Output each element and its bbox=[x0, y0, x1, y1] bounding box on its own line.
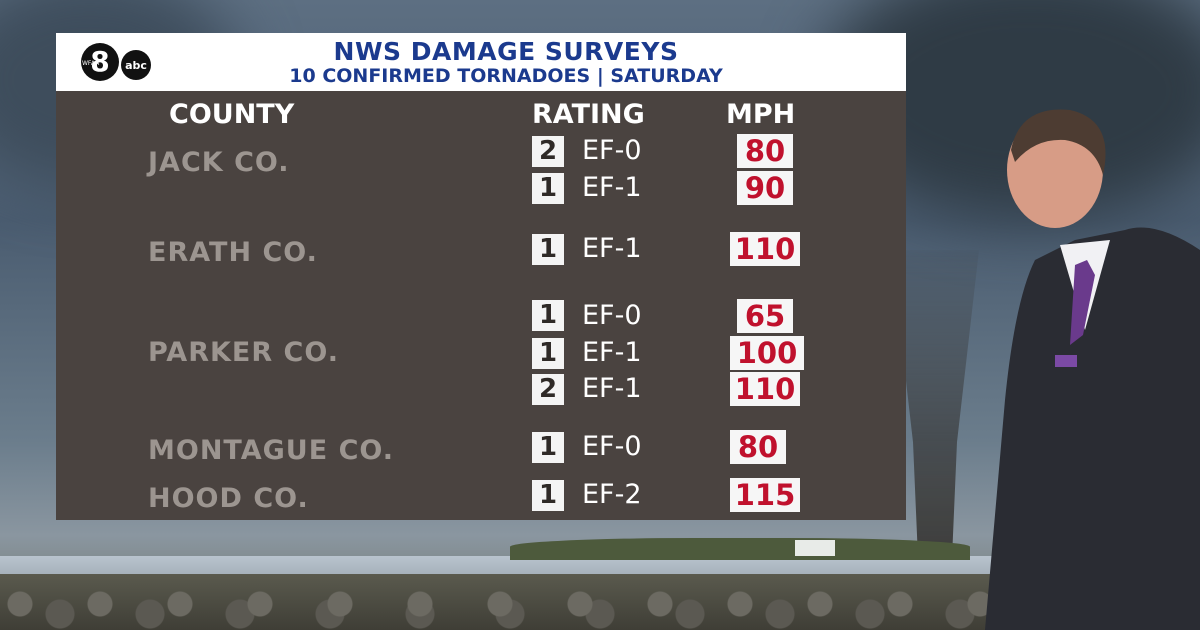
column-header-mph: MPH bbox=[726, 99, 796, 130]
panel-title: NWS DAMAGE SURVEYS bbox=[333, 37, 679, 66]
county-label: JACK CO. bbox=[148, 147, 290, 178]
ef-rating: EF-2 bbox=[582, 479, 642, 510]
panel-subtitle: 10 CONFIRMED TORNADOES | SATURDAY bbox=[289, 65, 723, 87]
tornado-count-badge: 1 bbox=[532, 300, 564, 331]
mph-value: 115 bbox=[730, 478, 800, 512]
ef-rating: EF-1 bbox=[582, 233, 642, 264]
tornado-count-badge: 1 bbox=[532, 173, 564, 204]
ef-rating: EF-0 bbox=[582, 300, 642, 331]
mph-value: 100 bbox=[730, 336, 804, 370]
mph-value: 80 bbox=[730, 430, 786, 464]
wfaa-8-abc-logo: 8 WFAA abc bbox=[81, 43, 151, 81]
presenter bbox=[985, 109, 1200, 630]
lakeside-house bbox=[795, 540, 835, 556]
logo-channel: 8 bbox=[90, 45, 109, 78]
mph-value: 110 bbox=[730, 232, 800, 266]
county-label: PARKER CO. bbox=[148, 337, 339, 368]
mph-value: 65 bbox=[737, 299, 793, 333]
mph-value: 110 bbox=[730, 372, 800, 406]
ef-rating: EF-1 bbox=[582, 373, 642, 404]
county-label: ERATH CO. bbox=[148, 237, 318, 268]
column-header-county: COUNTY bbox=[169, 99, 295, 130]
tornado-count-badge: 1 bbox=[532, 234, 564, 265]
mph-value: 90 bbox=[737, 171, 793, 205]
mph-value: 80 bbox=[737, 134, 793, 168]
ef-rating: EF-1 bbox=[582, 172, 642, 203]
tornado-count-badge: 2 bbox=[532, 374, 564, 405]
tornado-count-badge: 1 bbox=[532, 338, 564, 369]
ef-rating: EF-1 bbox=[582, 337, 642, 368]
column-header-rating: RATING bbox=[532, 99, 645, 130]
logo-station: WFAA bbox=[82, 60, 100, 67]
ef-rating: EF-0 bbox=[582, 135, 642, 166]
county-label: MONTAGUE CO. bbox=[148, 435, 394, 466]
tornado-count-badge: 1 bbox=[532, 432, 564, 463]
header-bar: 8 WFAA abc NWS DAMAGE SURVEYS 10 CONFIRM… bbox=[56, 33, 906, 91]
damage-survey-panel: 8 WFAA abc NWS DAMAGE SURVEYS 10 CONFIRM… bbox=[56, 33, 906, 520]
county-label: HOOD CO. bbox=[148, 483, 309, 514]
tornado-count-badge: 1 bbox=[532, 480, 564, 511]
ef-rating: EF-0 bbox=[582, 431, 642, 462]
treeline bbox=[510, 538, 970, 560]
logo-network: abc bbox=[125, 59, 147, 72]
tornado-count-badge: 2 bbox=[532, 136, 564, 167]
